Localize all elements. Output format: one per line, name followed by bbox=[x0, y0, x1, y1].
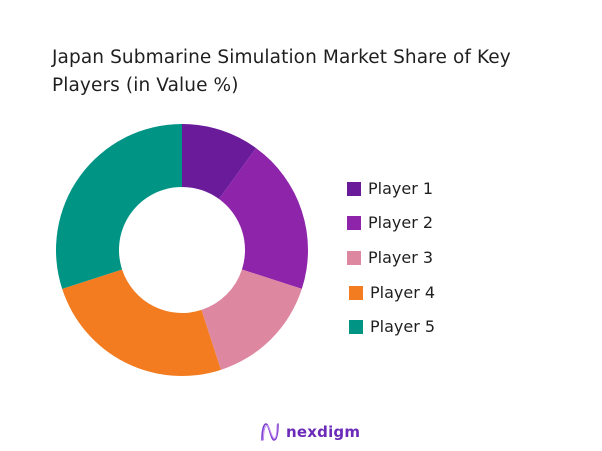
chart-title: Japan Submarine Simulation Market Share … bbox=[52, 44, 572, 100]
donut-slice-player-1 bbox=[182, 124, 257, 200]
nexdigm-logo: nexdigm bbox=[259, 421, 360, 443]
legend-label-player-3: Player 3 bbox=[368, 248, 434, 267]
nexdigm-logo-text: nexdigm bbox=[286, 423, 361, 441]
legend-item-player-5: Player 5 bbox=[349, 317, 435, 336]
donut-slice-player-2 bbox=[219, 148, 309, 289]
legend-label-player-2: Player 2 bbox=[368, 213, 434, 232]
legend-swatch-player-4 bbox=[349, 285, 363, 300]
legend-swatch-player-2 bbox=[347, 215, 361, 230]
donut-slice-player-3 bbox=[201, 269, 302, 370]
legend-item-player-1: Player 1 bbox=[347, 179, 433, 198]
legend-swatch-player-5 bbox=[349, 319, 363, 334]
donut-slices bbox=[55, 124, 309, 376]
legend-item-player-3: Player 3 bbox=[347, 248, 433, 267]
legend-label-player-5: Player 5 bbox=[370, 317, 436, 336]
legend-swatch-player-3 bbox=[347, 250, 361, 265]
donut-slice-player-5 bbox=[55, 124, 182, 289]
chart-title-line-1: Japan Submarine Simulation Market Share … bbox=[52, 47, 511, 68]
legend-label-player-4: Player 4 bbox=[370, 283, 436, 302]
legend-label-player-1: Player 1 bbox=[368, 179, 434, 198]
legend-swatch-player-1 bbox=[347, 181, 361, 196]
donut-slice-player-4 bbox=[62, 269, 221, 376]
legend-item-player-2: Player 2 bbox=[347, 213, 433, 232]
chart-title-line-2: Players (in Value %) bbox=[52, 75, 239, 96]
legend-item-player-4: Player 4 bbox=[349, 283, 435, 302]
nexdigm-wave-icon bbox=[261, 423, 279, 441]
